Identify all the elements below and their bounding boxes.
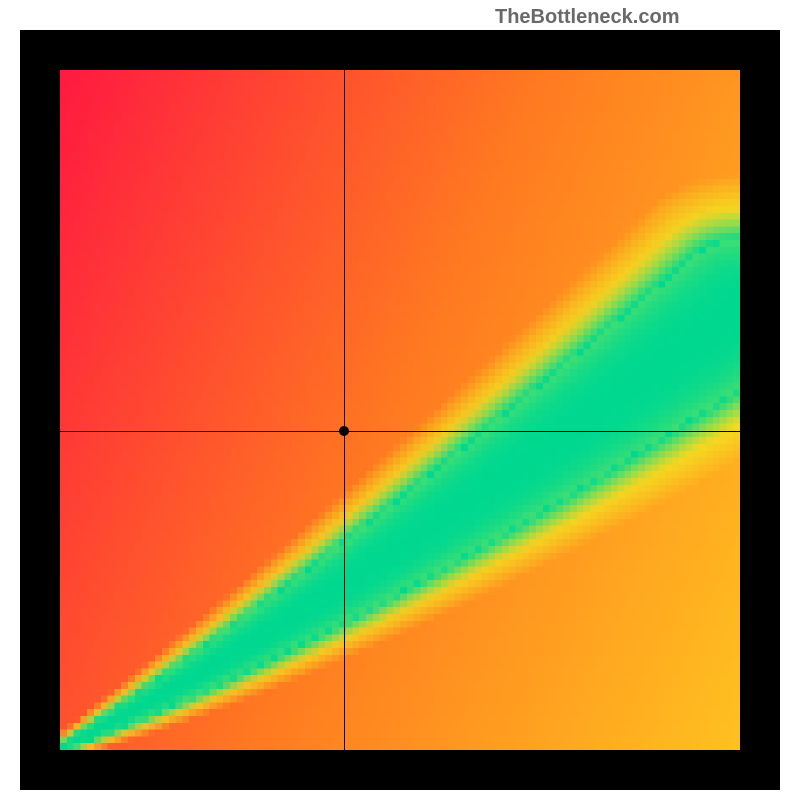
chart-container: TheBottleneck.com xyxy=(0,0,800,800)
heatmap-canvas xyxy=(60,70,740,750)
watermark-text: TheBottleneck.com xyxy=(495,6,679,29)
crosshair-vertical xyxy=(344,70,345,750)
crosshair-horizontal xyxy=(60,431,740,432)
